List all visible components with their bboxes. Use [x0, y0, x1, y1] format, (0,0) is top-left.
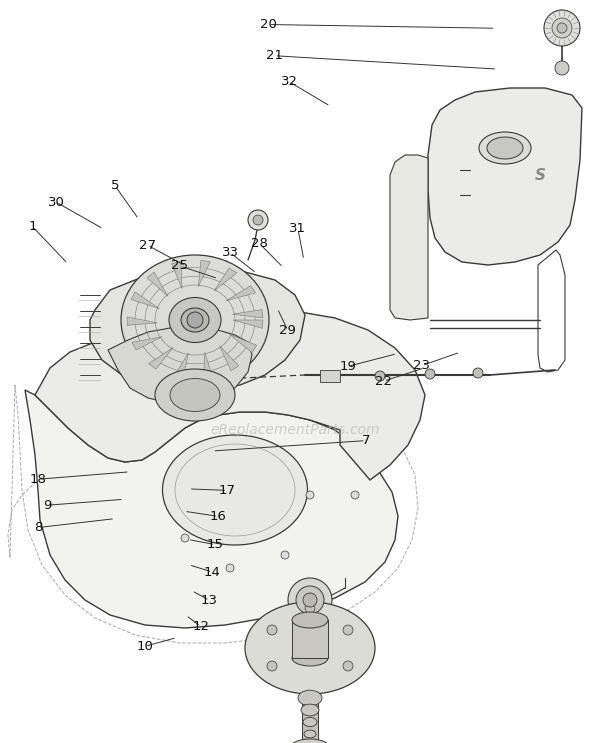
Ellipse shape — [487, 137, 523, 159]
Circle shape — [330, 371, 340, 381]
Polygon shape — [214, 268, 237, 291]
Ellipse shape — [290, 739, 330, 743]
Circle shape — [375, 371, 385, 381]
Text: 32: 32 — [281, 75, 297, 88]
Polygon shape — [25, 390, 398, 628]
Ellipse shape — [301, 704, 319, 716]
Text: 8: 8 — [34, 521, 42, 534]
Text: 13: 13 — [201, 594, 218, 607]
Polygon shape — [174, 353, 188, 379]
Text: 27: 27 — [139, 239, 156, 252]
Ellipse shape — [170, 378, 220, 412]
Text: eReplacementParts.com: eReplacementParts.com — [210, 423, 380, 437]
Text: 28: 28 — [251, 237, 268, 250]
Ellipse shape — [479, 132, 531, 164]
Ellipse shape — [121, 255, 269, 385]
Ellipse shape — [298, 690, 322, 706]
Ellipse shape — [303, 718, 317, 727]
Circle shape — [187, 312, 203, 328]
Text: 16: 16 — [210, 510, 227, 523]
Ellipse shape — [162, 435, 307, 545]
Circle shape — [288, 578, 332, 622]
Text: 25: 25 — [172, 259, 188, 273]
Text: 17: 17 — [219, 484, 235, 497]
Circle shape — [305, 603, 315, 613]
Polygon shape — [108, 328, 252, 403]
Polygon shape — [147, 272, 168, 296]
Ellipse shape — [169, 297, 221, 343]
Polygon shape — [132, 337, 162, 350]
Text: 1: 1 — [28, 220, 37, 233]
Ellipse shape — [155, 369, 235, 421]
Ellipse shape — [292, 612, 328, 628]
Ellipse shape — [292, 650, 328, 666]
Text: 10: 10 — [136, 640, 153, 653]
Text: 19: 19 — [340, 360, 356, 373]
Text: 22: 22 — [375, 374, 392, 388]
Polygon shape — [320, 370, 340, 382]
Text: 15: 15 — [207, 538, 224, 551]
Polygon shape — [35, 312, 425, 480]
Polygon shape — [219, 345, 239, 371]
Polygon shape — [204, 352, 212, 380]
Polygon shape — [127, 317, 157, 325]
Circle shape — [544, 10, 580, 46]
Circle shape — [473, 368, 483, 378]
Circle shape — [306, 491, 314, 499]
Text: 21: 21 — [266, 49, 283, 62]
Polygon shape — [90, 270, 305, 390]
Polygon shape — [302, 693, 318, 743]
Polygon shape — [198, 260, 210, 287]
Circle shape — [253, 215, 263, 225]
Circle shape — [343, 625, 353, 635]
Text: 5: 5 — [111, 179, 119, 192]
Polygon shape — [230, 334, 257, 353]
Circle shape — [226, 564, 234, 572]
Circle shape — [343, 661, 353, 671]
Text: 9: 9 — [43, 499, 51, 512]
Circle shape — [425, 369, 435, 379]
Text: 23: 23 — [414, 359, 430, 372]
Circle shape — [552, 18, 572, 38]
Circle shape — [296, 586, 324, 614]
Text: 29: 29 — [280, 324, 296, 337]
Text: 14: 14 — [204, 565, 221, 579]
Polygon shape — [149, 348, 173, 369]
Text: 31: 31 — [290, 222, 306, 236]
Ellipse shape — [181, 308, 209, 332]
Circle shape — [303, 593, 317, 607]
Text: 33: 33 — [222, 246, 238, 259]
Text: S: S — [535, 167, 546, 183]
Polygon shape — [428, 88, 582, 265]
Text: 20: 20 — [260, 18, 277, 31]
Ellipse shape — [245, 602, 375, 694]
Polygon shape — [292, 620, 328, 658]
Circle shape — [267, 661, 277, 671]
Text: 18: 18 — [30, 473, 47, 486]
Circle shape — [181, 534, 189, 542]
Polygon shape — [232, 310, 263, 318]
Circle shape — [248, 210, 268, 230]
Circle shape — [351, 491, 359, 499]
Circle shape — [281, 551, 289, 559]
Polygon shape — [131, 292, 159, 308]
Text: 12: 12 — [192, 620, 209, 633]
Circle shape — [555, 61, 569, 75]
Polygon shape — [233, 320, 263, 328]
Polygon shape — [172, 262, 182, 288]
Polygon shape — [390, 155, 428, 320]
Circle shape — [557, 23, 567, 33]
Text: 30: 30 — [48, 195, 64, 209]
Polygon shape — [226, 285, 255, 301]
Circle shape — [267, 625, 277, 635]
Ellipse shape — [304, 730, 316, 738]
Text: 7: 7 — [362, 434, 370, 447]
